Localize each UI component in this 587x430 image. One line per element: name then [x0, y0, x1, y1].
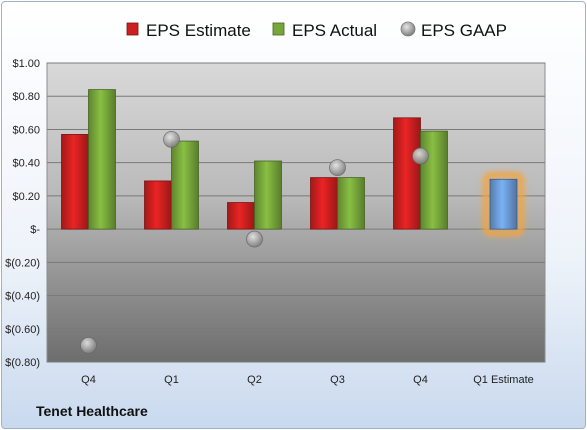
eps-actual-bar — [420, 130, 448, 230]
legend: EPS Estimate EPS Actual EPS GAAP — [126, 21, 507, 40]
y-tick-label: $0.80 — [12, 91, 40, 103]
bars — [61, 89, 524, 237]
eps-actual-bar — [171, 140, 199, 230]
eps-gaap-point — [412, 147, 429, 165]
x-tick-label: Q3 — [330, 374, 345, 386]
x-axis-ticks: Q4 Q1 Q2 Q3 Q4 Q1 Estimate — [81, 374, 534, 386]
eps-gaap-point — [163, 131, 180, 148]
eps-next-estimate-bar — [489, 178, 518, 230]
eps-estimate-bar — [61, 134, 89, 230]
x-tick-label: Q2 — [247, 374, 262, 386]
plot-area — [46, 62, 546, 363]
eps-actual-bar — [88, 89, 116, 230]
x-tick-label: Q1 Estimate — [473, 374, 534, 386]
company-name: Tenet Healthcare — [36, 403, 148, 419]
x-tick-label: Q1 — [164, 374, 179, 386]
legend-swatch — [272, 22, 285, 36]
eps-estimate-bar — [227, 202, 255, 230]
y-tick-label: $0.40 — [12, 158, 40, 170]
estimate-highlight — [483, 172, 524, 237]
eps-actual-bar — [254, 160, 282, 230]
legend-label: EPS Estimate — [146, 21, 251, 40]
legend-swatch — [400, 21, 416, 37]
y-tick-label: $(0.20) — [5, 257, 40, 269]
legend-label: EPS Actual — [292, 21, 377, 40]
y-tick-label: $0.60 — [12, 124, 40, 136]
x-tick-label: Q4 — [81, 374, 96, 386]
gridlines — [47, 62, 545, 363]
eps-actual-bar — [337, 177, 365, 230]
y-tick-label: $0.20 — [12, 191, 40, 203]
legend-swatch — [126, 22, 139, 36]
eps-gaap-point — [329, 159, 346, 177]
eps-gaap-point — [246, 230, 263, 248]
gaap-points — [80, 131, 429, 354]
y-tick-label: $(0.80) — [5, 357, 40, 369]
legend-label: EPS GAAP — [421, 21, 507, 40]
eps-gaap-point — [80, 336, 97, 354]
y-tick-label: $(0.40) — [5, 291, 40, 303]
y-tick-label: $- — [30, 224, 40, 236]
y-tick-label: $(0.60) — [5, 324, 40, 336]
eps-estimate-bar — [310, 177, 338, 230]
eps-estimate-bar — [144, 180, 172, 230]
eps-estimate-bar — [393, 117, 421, 230]
y-axis-ticks: $1.00 $0.80 $0.60 $0.40 $0.20 $- $(0.20) $(0.40… — [5, 58, 40, 369]
x-tick-label: Q4 — [413, 374, 428, 386]
y-tick-label: $1.00 — [12, 58, 40, 70]
